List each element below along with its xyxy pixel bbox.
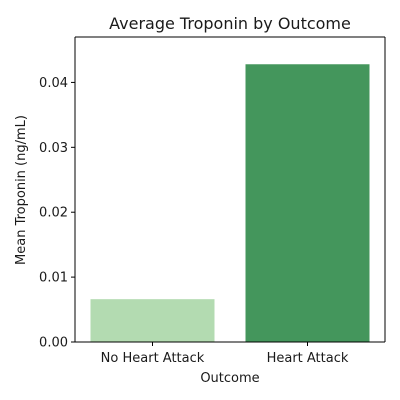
bar-heart-attack xyxy=(245,64,370,342)
x-tick-label: Heart Attack xyxy=(267,351,349,366)
y-axis-ticks: 0.00 0.01 0.02 0.03 0.04 xyxy=(39,76,75,351)
x-tick-label: No Heart Attack xyxy=(101,351,205,366)
y-axis-label: Mean Troponin (ng/mL) xyxy=(14,115,29,265)
x-axis-ticks: No Heart Attack Heart Attack xyxy=(101,342,349,366)
y-tick-label: 0.03 xyxy=(39,141,68,156)
plot-area: 0.00 0.01 0.02 0.03 0.04 No Heart Attack Hear… xyxy=(39,36,386,366)
bars-group xyxy=(90,64,370,342)
y-tick-label: 0.02 xyxy=(39,206,68,221)
y-tick-label: 0.04 xyxy=(39,76,68,91)
chart-title: Average Troponin by Outcome xyxy=(109,14,351,33)
bar-no-heart-attack xyxy=(90,299,215,342)
x-axis-label: Outcome xyxy=(200,371,259,386)
y-tick-label: 0.00 xyxy=(39,336,68,351)
y-tick-label: 0.01 xyxy=(39,271,68,286)
